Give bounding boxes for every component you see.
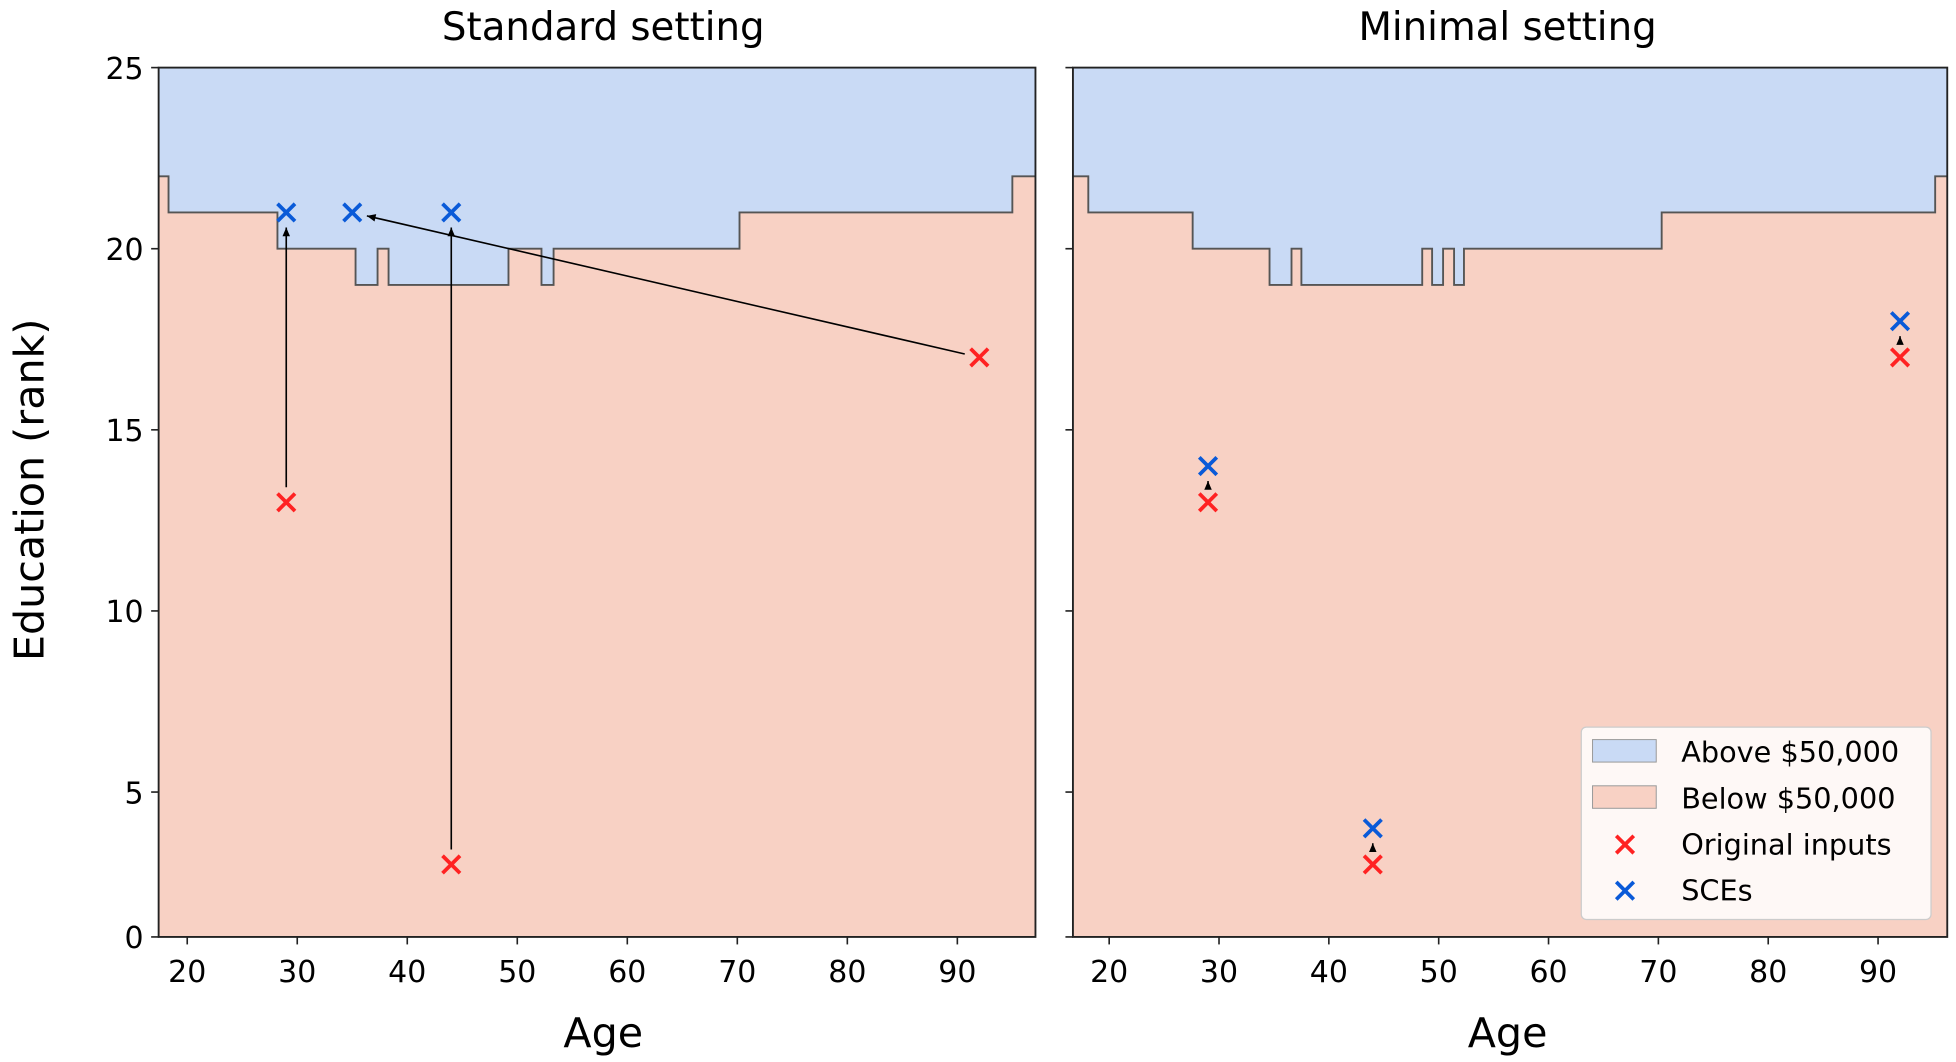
legend-marker-sce — [1614, 880, 1636, 901]
legend-original-cross-stroke — [1614, 834, 1636, 855]
original-input-point-stroke — [441, 854, 462, 875]
arrow — [1204, 481, 1212, 490]
original-input-point — [276, 492, 297, 513]
y-tick-label: 10 — [105, 595, 143, 630]
title-minimal: Minimal setting — [1358, 5, 1656, 50]
y-tick-label: 25 — [105, 52, 143, 87]
arrow — [282, 227, 290, 488]
arrow — [447, 227, 456, 850]
original-input-point-stroke — [1889, 347, 1911, 368]
sce-point — [1362, 818, 1383, 839]
original-input-point — [1197, 492, 1219, 513]
original-input-point-stroke — [276, 492, 297, 513]
legend-label-above: Above $50,000 — [1681, 735, 1899, 769]
original-input-point-stroke — [1197, 492, 1219, 513]
decision-boundary — [158, 175, 1036, 286]
x-tick-label: 30 — [278, 955, 316, 990]
x-tick-label: 60 — [1529, 955, 1567, 990]
sce-point-stroke — [276, 202, 297, 223]
sce-point-stroke — [1889, 311, 1911, 332]
original-input-point-stroke — [969, 347, 990, 368]
legend: Above $50,000 Below $50,000 Original inp… — [1580, 726, 1932, 921]
sce-point — [1197, 455, 1219, 477]
legend-sce-cross — [1614, 880, 1636, 901]
panel-standard: 20 30 40 50 60 70 80 90 0 5 10 15 20 25 — [105, 52, 1037, 990]
x-tick-label: 90 — [1859, 955, 1897, 990]
sce-point — [342, 202, 363, 223]
original-input-point — [1362, 854, 1383, 875]
arrow-head — [366, 214, 377, 222]
sce-point — [276, 202, 297, 223]
legend-patch-above — [1592, 739, 1657, 763]
arrow-head — [282, 227, 290, 237]
x-tick-label: 80 — [1749, 955, 1787, 990]
arrow-head — [1896, 336, 1904, 345]
x-tick-label: 80 — [828, 955, 866, 990]
legend-label-below: Below $50,000 — [1681, 781, 1895, 815]
original-input-point — [1889, 347, 1911, 368]
legend-marker-original — [1614, 834, 1636, 855]
x-tick-label: 20 — [168, 955, 206, 990]
y-tick-label: 5 — [125, 776, 144, 811]
region-above — [1072, 67, 1948, 285]
x-tick-label: 70 — [718, 955, 756, 990]
original-input-point-stroke — [1362, 854, 1383, 875]
arrow — [366, 214, 965, 355]
x-tick-label: 50 — [1420, 955, 1458, 990]
sce-point-stroke — [1197, 455, 1219, 477]
xlabel-standard: Age — [563, 1009, 643, 1057]
y-tick-label: 20 — [105, 233, 143, 268]
arrow — [1369, 843, 1377, 853]
x-tick-label: 50 — [498, 955, 536, 990]
arrow-shaft — [366, 215, 965, 355]
legend-patch-below — [1592, 785, 1657, 809]
x-tick-label: 30 — [1200, 955, 1238, 990]
axes-frame — [1071, 66, 1949, 938]
legend-label-sce: SCEs — [1681, 874, 1752, 908]
title-standard: Standard setting — [442, 5, 765, 50]
y-tick-label: 0 — [125, 921, 144, 956]
x-tick-label: 70 — [1639, 955, 1677, 990]
original-input-point — [969, 347, 990, 368]
legend-sce-cross-stroke — [1614, 880, 1636, 901]
sce-point-stroke — [342, 202, 363, 223]
arrow — [1896, 336, 1904, 345]
arrow-head — [1204, 481, 1212, 490]
y-tick-label: 15 — [105, 414, 143, 449]
sce-point — [441, 202, 462, 223]
sce-point — [1889, 311, 1911, 332]
x-tick-label: 60 — [608, 955, 646, 990]
arrow-head — [1369, 843, 1377, 853]
decision-boundary — [1072, 175, 1948, 286]
x-tick-label: 40 — [1310, 955, 1348, 990]
xlabel-minimal: Age — [1468, 1009, 1548, 1057]
x-tick-label: 20 — [1090, 955, 1128, 990]
original-input-point — [441, 854, 462, 875]
legend-original-cross — [1614, 834, 1636, 855]
arrow-head — [447, 227, 456, 237]
legend-box — [1580, 726, 1932, 921]
sce-point-stroke — [1362, 818, 1383, 839]
legend-label-original: Original inputs — [1681, 828, 1891, 862]
sce-point-stroke — [441, 202, 462, 223]
axes-frame — [157, 66, 1037, 938]
ylabel: Education (rank) — [6, 319, 54, 662]
x-tick-label: 90 — [938, 955, 976, 990]
x-tick-label: 40 — [388, 955, 426, 990]
region-above — [158, 67, 1036, 285]
